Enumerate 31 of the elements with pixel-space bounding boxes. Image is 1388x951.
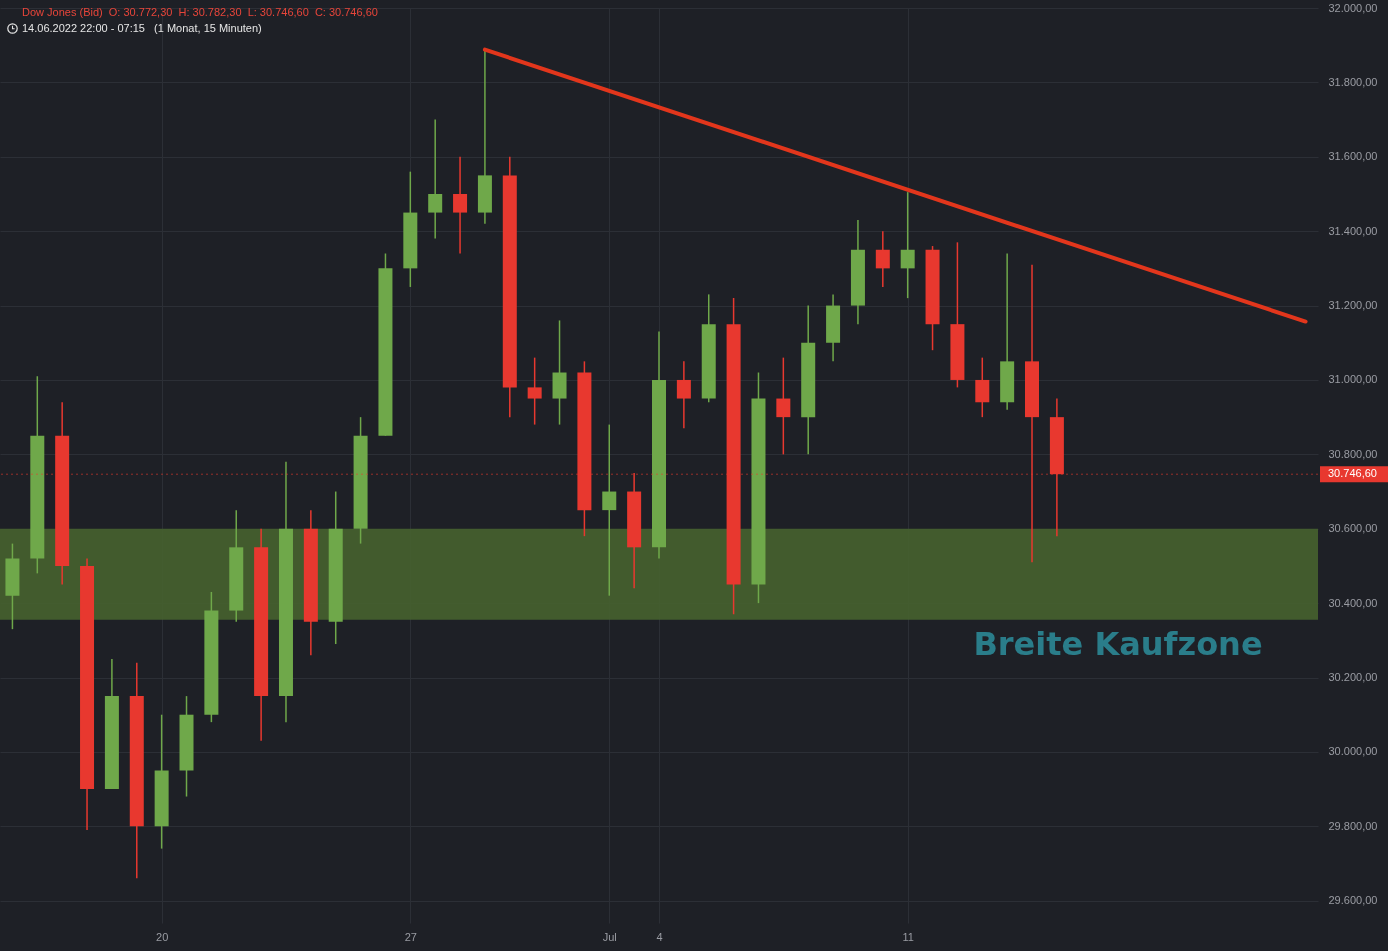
candlestick <box>428 118 443 240</box>
x-tick-label: 20 <box>156 930 169 943</box>
y-tick-label: 29.600,00 <box>1328 894 1378 907</box>
candlestick <box>875 230 890 288</box>
x-tick-label: 4 <box>656 930 663 943</box>
y-tick-label: 30.000,00 <box>1328 745 1378 758</box>
x-tick-label: 27 <box>404 930 417 943</box>
y-tick-label: 31.000,00 <box>1328 373 1378 386</box>
y-tick-label: 31.400,00 <box>1328 224 1378 237</box>
candlestick <box>676 360 691 430</box>
candlestick <box>900 191 915 299</box>
y-tick-label: 30.200,00 <box>1328 671 1378 684</box>
candlestick <box>527 356 542 426</box>
candlestick <box>776 356 791 456</box>
y-tick-label: 29.800,00 <box>1328 819 1378 832</box>
candlestick <box>975 356 990 418</box>
y-tick-label: 31.600,00 <box>1328 150 1378 163</box>
text: 14.06.2022 22:00 - 07:15 (1 Monat, 15 Minuten) <box>22 22 262 34</box>
x-tick-label: 11 <box>902 930 914 943</box>
y-tick-label: 31.200,00 <box>1328 299 1378 312</box>
candlestick <box>453 156 468 255</box>
y-tick-label: 30.800,00 <box>1328 447 1378 460</box>
candlestick <box>602 423 617 597</box>
ref-line-label: 30.746,60 <box>1328 467 1377 480</box>
y-tick-label: 30.400,00 <box>1328 596 1378 609</box>
y-tick-label: 32.000,00 <box>1328 1 1378 14</box>
annotation: Breite Kaufzone <box>973 625 1263 663</box>
y-tick-label: 31.800,00 <box>1328 75 1378 88</box>
y-tick-label: 30.600,00 <box>1328 522 1378 535</box>
x-tick-label: Jul <box>602 930 617 943</box>
chart-title: Dow Jones (Bid) O: 30.772,30 H: 30.782,30 L: 30.746,60 C: 30.746,60 <box>22 6 378 18</box>
